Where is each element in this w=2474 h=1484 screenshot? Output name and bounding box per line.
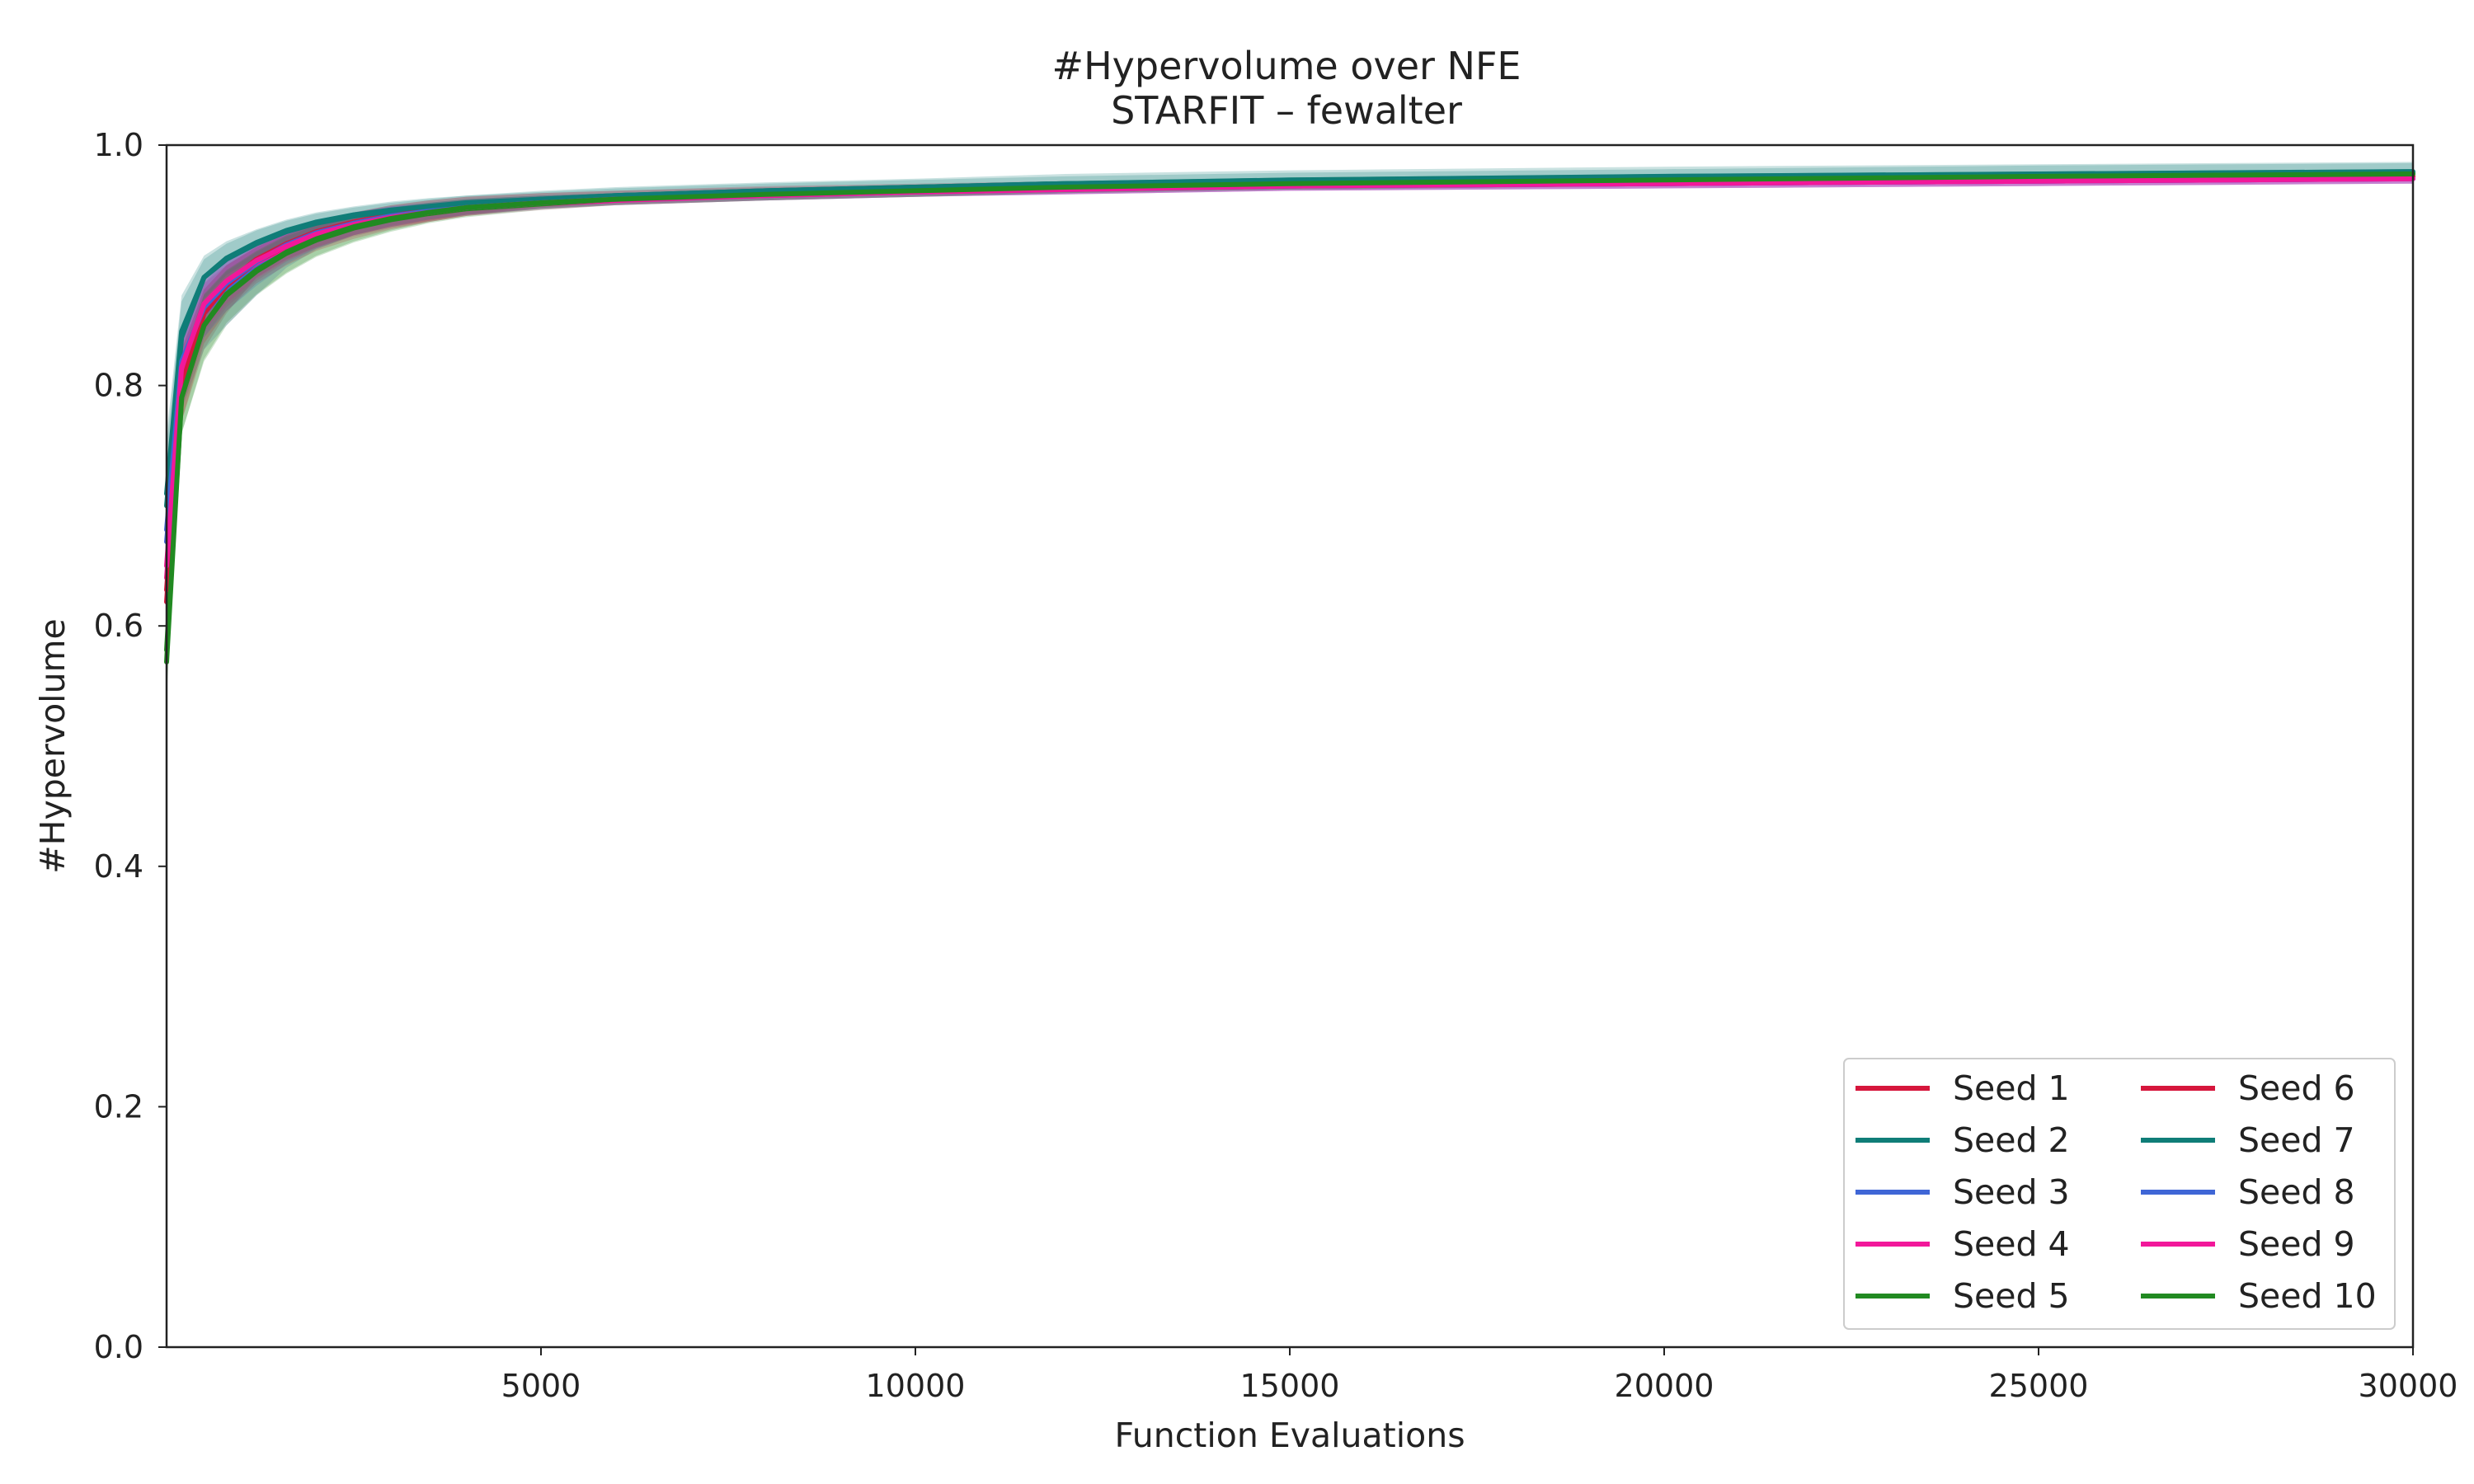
series-band-seed-10	[167, 169, 2413, 698]
series-band-seed-1	[167, 172, 2413, 650]
legend-label-seed-1: Seed 1	[1953, 1068, 2070, 1108]
series-line-seed-8	[164, 176, 2415, 533]
series-bands	[167, 162, 2413, 698]
series-line-seed-10	[164, 171, 2415, 665]
legend-label-seed-5: Seed 5	[1953, 1276, 2070, 1316]
series-line-seed-3	[164, 176, 2415, 545]
legend-frame	[1843, 1058, 2396, 1330]
chart-title: #Hypervolume over NFE	[1052, 44, 1522, 88]
x-tick-label: 10000	[866, 1368, 966, 1404]
x-tick-label: 30000	[2359, 1368, 2458, 1404]
series-lines	[164, 169, 2415, 665]
legend-label-seed-2: Seed 2	[1953, 1120, 2070, 1160]
legend-label-seed-7: Seed 7	[2238, 1120, 2355, 1160]
legend-label-seed-4: Seed 4	[1953, 1224, 2070, 1264]
series-band-seed-8	[167, 175, 2413, 578]
series-band-seed-2	[167, 162, 2413, 554]
y-tick-label: 0.4	[94, 848, 143, 885]
series-line-seed-5	[164, 171, 2415, 653]
legend-label-seed-9: Seed 9	[2238, 1224, 2355, 1264]
series-line-seed-7	[164, 170, 2415, 496]
x-axis: 5000 10000 15000 20000 25000 30000	[501, 1347, 2458, 1404]
x-tick-label: 20000	[1615, 1368, 1714, 1404]
y-tick-label: 0.8	[94, 368, 143, 404]
legend-label-seed-8: Seed 8	[2238, 1172, 2355, 1212]
series-band-seed-3	[167, 175, 2413, 590]
series-band-seed-4	[167, 174, 2413, 627]
series-band-seed-9	[167, 174, 2413, 614]
y-axis: 0.0 0.2 0.4 0.6 0.8 1.0	[94, 127, 167, 1365]
x-tick-label: 5000	[501, 1368, 581, 1404]
x-tick-label: 25000	[1989, 1368, 2089, 1404]
series-line-seed-6	[164, 173, 2415, 593]
y-axis-label: #Hypervolume	[33, 618, 73, 873]
series-line-seed-9	[164, 176, 2415, 569]
chart-subtitle: STARFIT – fewalter	[1111, 88, 1462, 133]
y-tick-label: 0.2	[94, 1088, 143, 1125]
y-tick-label: 1.0	[94, 127, 143, 163]
series-band-seed-6	[167, 171, 2413, 638]
x-axis-label: Function Evaluations	[1114, 1416, 1465, 1455]
legend-label-seed-6: Seed 6	[2238, 1068, 2355, 1108]
y-tick-label: 0.0	[94, 1329, 143, 1365]
legend-label-seed-10: Seed 10	[2238, 1276, 2377, 1316]
series-line-seed-2	[164, 169, 2415, 509]
y-tick-label: 0.6	[94, 608, 143, 644]
series-band-seed-7	[167, 162, 2413, 542]
legend: Seed 1 Seed 2 Seed 3 Seed 4 Seed 5 Seed 6 Seed…	[1843, 1058, 2396, 1330]
x-tick-label: 15000	[1240, 1368, 1340, 1404]
series-band-seed-5	[167, 169, 2413, 687]
series-line-seed-1	[164, 173, 2415, 604]
series-line-seed-4	[164, 176, 2415, 580]
legend-label-seed-3: Seed 3	[1953, 1172, 2070, 1212]
